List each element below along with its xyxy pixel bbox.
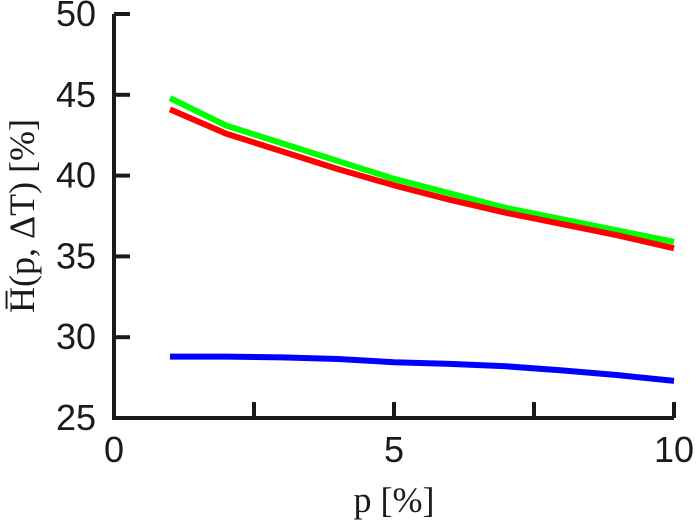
series-line-1 xyxy=(168,95,675,245)
x-axis-label: p [%] xyxy=(354,480,435,520)
y-tick-label: 25 xyxy=(56,397,96,438)
y-tick-label: 30 xyxy=(56,316,96,357)
series-line-3 xyxy=(170,353,675,384)
x-tick-label: 5 xyxy=(384,429,404,470)
y-tick-label: 45 xyxy=(56,74,96,115)
series-layer xyxy=(168,95,675,384)
y-tick-label: 35 xyxy=(56,235,96,276)
y-tick-label: 40 xyxy=(56,155,96,196)
y-tick-label: 50 xyxy=(56,0,96,34)
ticks: 25 30 35 40 45 50 0 5 10 xyxy=(56,0,694,470)
x-tick-label: 10 xyxy=(654,429,694,470)
x-tick-label: 0 xyxy=(104,429,124,470)
series-line-2 xyxy=(168,106,675,252)
y-axis-label: H̅(p, ΔT) [%] xyxy=(2,119,42,313)
